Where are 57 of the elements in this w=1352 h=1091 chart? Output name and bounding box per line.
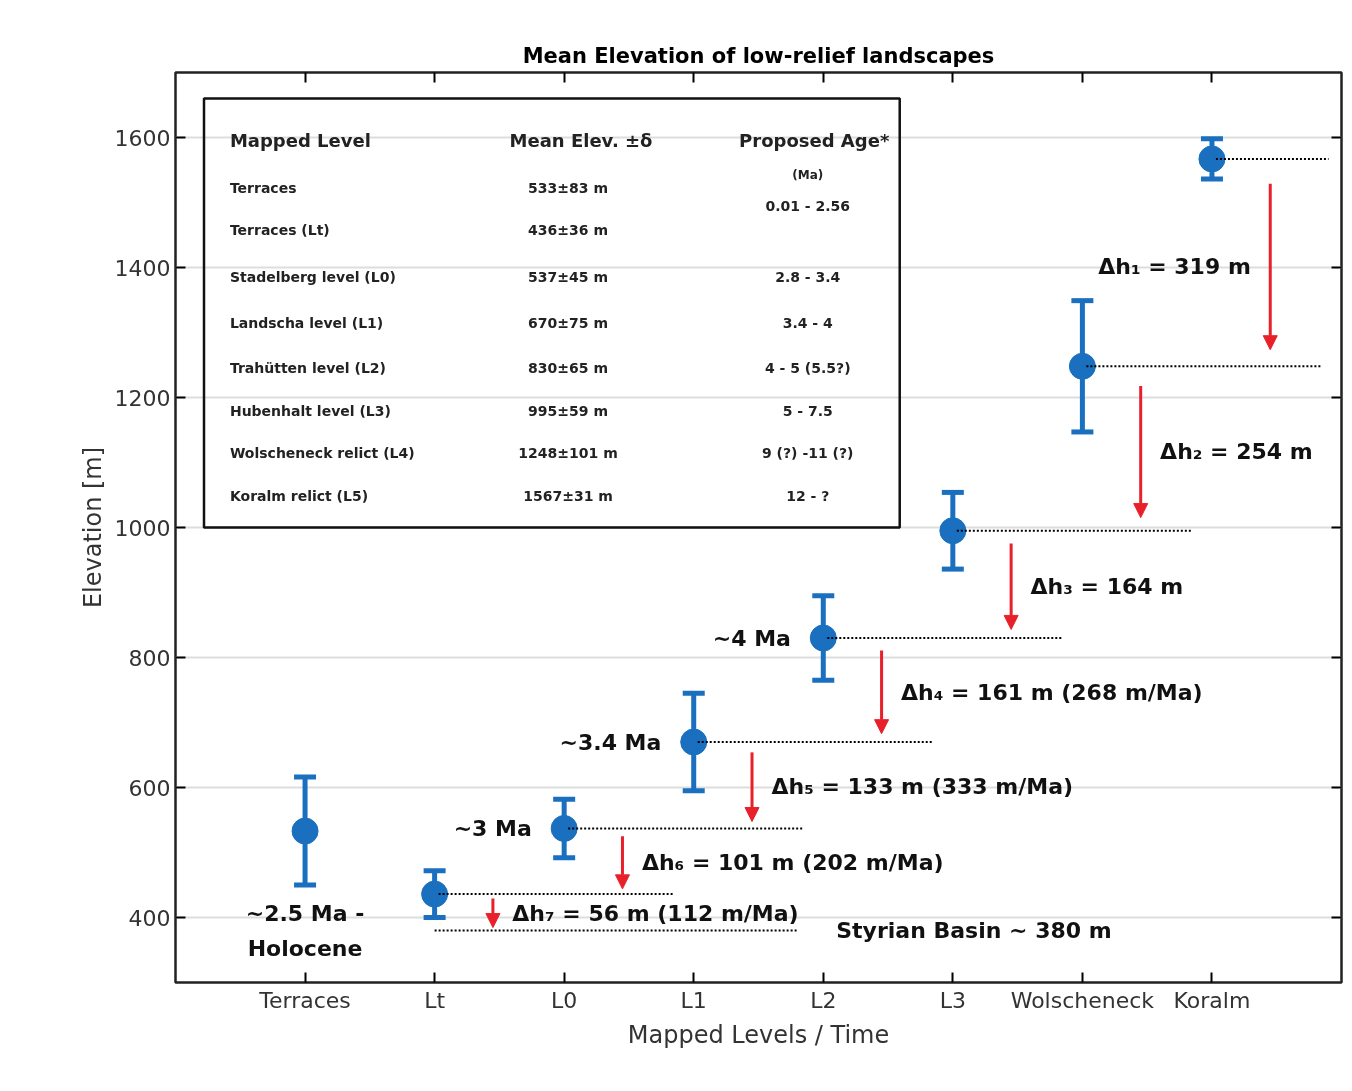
annotation: ~4 Ma [712, 625, 791, 651]
annotation: Proposed Age* [739, 130, 890, 152]
annotation: 1248±101 m [518, 445, 618, 462]
annotation: Δh₆ = 101 m (202 m/Ma) [641, 850, 944, 876]
ref-line-label: Styrian Basin ~ 380 m [836, 918, 1112, 943]
y-tick-label: 800 [128, 645, 171, 671]
annotation: Landscha level (L1) [229, 315, 384, 332]
x-tick-label: L0 [551, 987, 578, 1013]
y-tick-label: 1000 [114, 515, 171, 541]
annotation: Stadelberg level (L0) [229, 269, 396, 286]
annotation: Hubenhalt level (L3) [229, 402, 391, 419]
annotation: ~3 Ma [453, 815, 532, 841]
annotation: Wolscheneck relict (L4) [229, 445, 415, 462]
annotation: ~3.4 Ma [559, 729, 662, 755]
annotation: 12 - ? [786, 488, 830, 505]
annotation: Δh₇ = 56 m (112 m/Ma) [512, 900, 799, 926]
annotation: Δh₄ = 161 m (268 m/Ma) [901, 679, 1203, 705]
x-tick-label: Koralm [1173, 987, 1251, 1013]
annotation: 533±83 m [528, 179, 609, 196]
annotation: 0.01 - 2.56 [765, 198, 851, 215]
annotation: Mapped Level [229, 130, 371, 152]
annotation: Terraces [229, 179, 297, 196]
annotation: (Ma) [792, 167, 824, 182]
y-axis-title: Elevation [m] [78, 446, 107, 609]
annotation: 537±45 m [528, 269, 609, 286]
annotation: Δh₃ = 164 m [1030, 574, 1184, 600]
annotation: 3.4 - 4 [782, 315, 834, 332]
annotation: 436±36 m [528, 222, 609, 239]
y-tick-label: 1200 [114, 385, 171, 411]
annotation: Δh₅ = 133 m (333 m/Ma) [771, 774, 1074, 800]
annotation: 2.8 - 3.4 [775, 269, 841, 286]
annotation: 9 (?) -11 (?) [761, 445, 854, 462]
x-tick-label: Wolscheneck [1010, 987, 1155, 1013]
y-tick-label: 600 [128, 775, 171, 801]
y-tick-label: 400 [128, 905, 171, 931]
annotation: 830±65 m [528, 359, 609, 376]
x-axis-title: Mapped Levels / Time [627, 1020, 890, 1049]
annotation: 5 - 7.5 [782, 402, 833, 419]
annotation: Mean Elev. ±δ [509, 130, 653, 152]
annotation: ~2.5 Ma - Holocene [245, 901, 365, 962]
x-tick-label: L2 [810, 987, 837, 1013]
annotation: Trahütten level (L2) [229, 359, 386, 376]
annotation: 1567±31 m [523, 488, 613, 505]
x-tick-label: L1 [680, 987, 707, 1013]
annotation: 670±75 m [528, 315, 609, 332]
x-tick-label: Terraces [258, 987, 351, 1013]
annotation: 4 - 5 (5.5?) [764, 359, 851, 376]
annotation: Koralm relict (L5) [229, 488, 369, 505]
annotation: 995±59 m [528, 402, 609, 419]
y-tick-label: 1600 [114, 125, 171, 151]
annotation: Δh₂ = 254 m [1160, 439, 1313, 465]
annotation: Δh₁ = 319 m [1098, 254, 1251, 280]
annotation: Terraces (Lt) [229, 222, 330, 239]
x-tick-label: Lt [424, 987, 446, 1013]
chart-title: Mean Elevation of low-relief landscapes [522, 43, 995, 68]
y-tick-label: 1400 [114, 255, 171, 281]
x-tick-label: L3 [939, 987, 966, 1013]
